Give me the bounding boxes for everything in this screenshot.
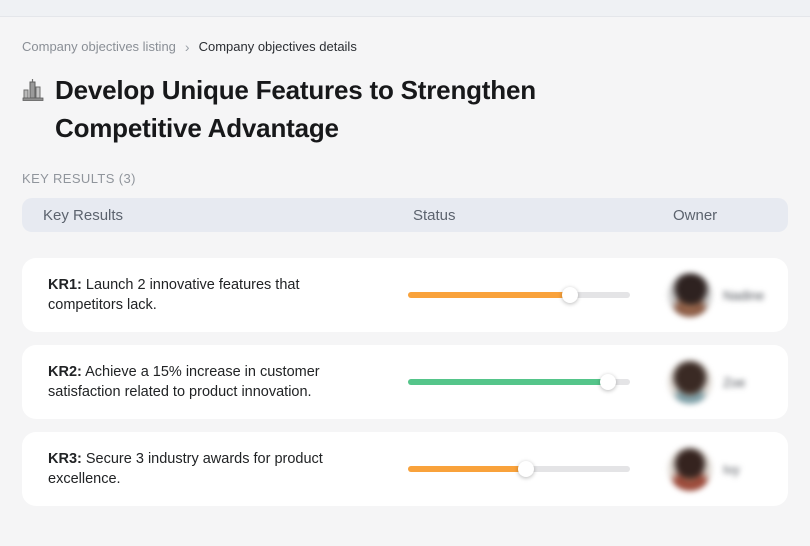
breadcrumb-current: Company objectives details: [198, 39, 357, 54]
progress-slider[interactable]: [408, 461, 630, 477]
top-strip: [0, 0, 810, 17]
table-row[interactable]: KR2: Achieve a 15% increase in customer …: [22, 345, 788, 419]
key-result-text: KR1: Launch 2 innovative features that c…: [22, 275, 408, 315]
table-row[interactable]: KR1: Launch 2 innovative features that c…: [22, 258, 788, 332]
column-header-key-results: Key Results: [43, 206, 124, 224]
objective-title-row: Develop Unique Features to Strengthen Co…: [22, 71, 788, 147]
key-results-section-label: KEY RESULTS (3): [22, 171, 136, 186]
breadcrumb-listing-link[interactable]: Company objectives listing: [22, 39, 176, 54]
avatar: [668, 360, 712, 404]
kr-label: KR1:: [48, 277, 82, 293]
owner-cell: Ivy: [648, 447, 788, 491]
avatar: [668, 447, 712, 491]
table-row[interactable]: KR3: Secure 3 industry awards for produc…: [22, 432, 788, 506]
owner-cell: Zoe: [648, 360, 788, 404]
kr-description: Secure 3 industry awards for product exc…: [48, 451, 323, 487]
kr-description: Launch 2 innovative features that compet…: [48, 277, 300, 313]
column-header-owner: Owner: [673, 206, 718, 224]
progress-fill: [408, 292, 571, 298]
table-header: Key Results Status Owner: [22, 198, 788, 232]
owner-name: Nadine: [723, 287, 765, 303]
slider-handle[interactable]: [599, 374, 616, 390]
key-result-text: KR2: Achieve a 15% increase in customer …: [22, 362, 408, 402]
owner-cell: Nadine: [648, 273, 788, 317]
progress-fill: [408, 379, 608, 385]
objective-details-page: Company objectives listing › Company obj…: [0, 17, 810, 506]
progress-slider[interactable]: [408, 287, 630, 303]
column-header-status: Status: [413, 206, 456, 224]
buildings-icon: [22, 78, 44, 107]
kr-label: KR3:: [48, 451, 82, 467]
slider-handle[interactable]: [562, 287, 579, 303]
progress-slider[interactable]: [408, 374, 630, 390]
progress-fill: [408, 466, 526, 472]
kr-description: Achieve a 15% increase in customer satis…: [48, 364, 320, 400]
owner-name: Ivy: [723, 461, 740, 477]
owner-name: Zoe: [723, 374, 746, 390]
slider-handle[interactable]: [517, 461, 534, 477]
kr-label: KR2:: [48, 364, 82, 380]
breadcrumb: Company objectives listing › Company obj…: [22, 39, 788, 54]
page-title: Develop Unique Features to Strengthen Co…: [55, 75, 536, 143]
avatar: [668, 273, 712, 317]
chevron-right-icon: ›: [184, 38, 190, 55]
key-result-text: KR3: Secure 3 industry awards for produc…: [22, 449, 408, 489]
